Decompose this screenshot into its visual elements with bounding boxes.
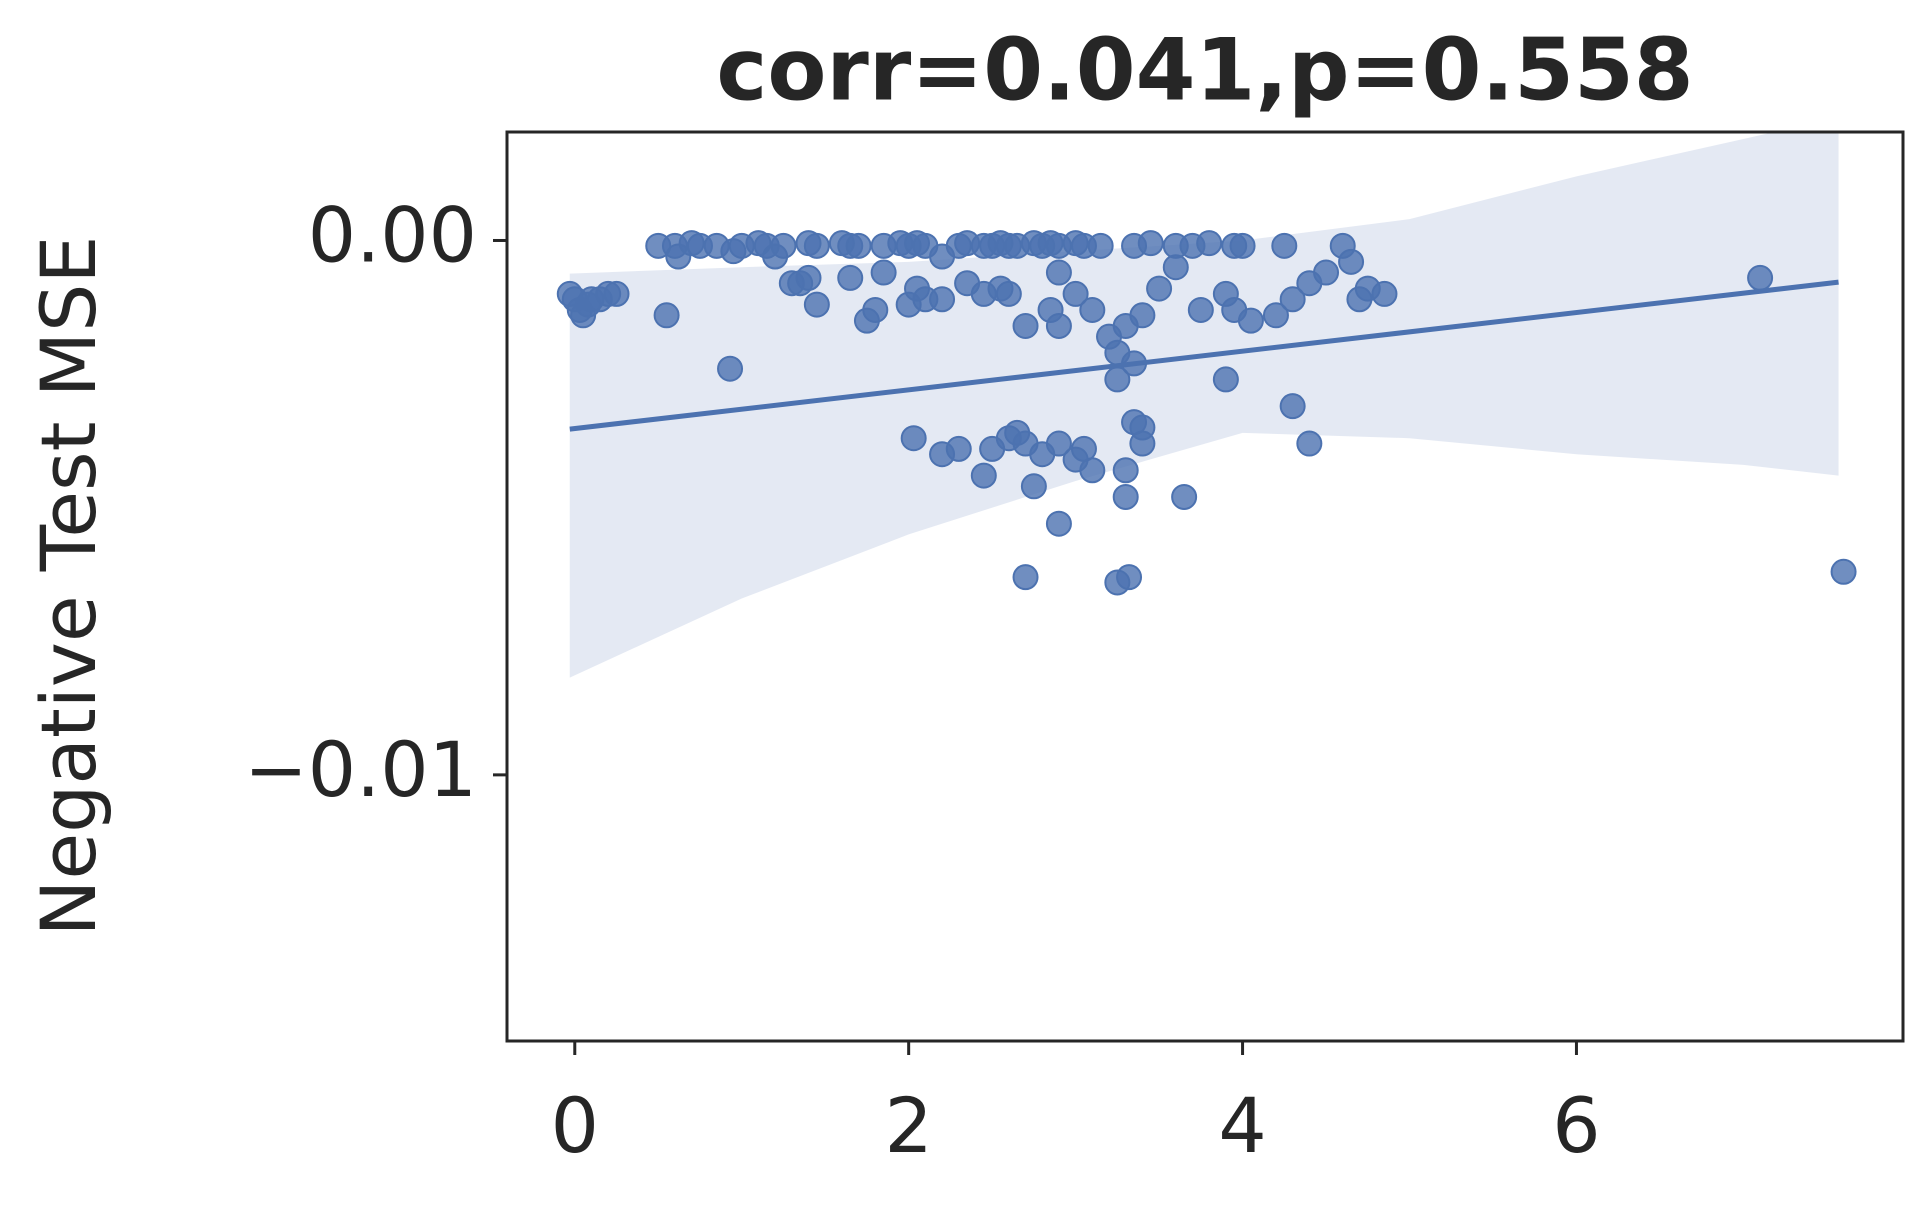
point [1062, 280, 1089, 307]
point [1079, 457, 1106, 484]
point [1129, 430, 1156, 457]
point [1747, 264, 1774, 291]
point [870, 259, 897, 286]
point [1045, 430, 1072, 457]
point [1045, 259, 1072, 286]
point [1196, 230, 1223, 257]
point [845, 232, 872, 259]
point [1146, 275, 1173, 302]
point [1020, 473, 1047, 500]
y-tick-label: 0.00 [308, 190, 477, 279]
point [1116, 564, 1143, 591]
point [762, 243, 789, 270]
point [1371, 280, 1398, 307]
point [1229, 232, 1256, 259]
point [929, 243, 956, 270]
point [1171, 483, 1198, 510]
point [1012, 564, 1039, 591]
point [717, 355, 744, 382]
x-tick-label: 4 [1218, 1081, 1266, 1170]
confidence-band [569, 132, 1839, 678]
point [1129, 302, 1156, 329]
point [1045, 510, 1072, 537]
point [1262, 302, 1289, 329]
point [1104, 366, 1131, 393]
point [929, 286, 956, 313]
point [862, 296, 889, 323]
plot-area [556, 132, 1857, 678]
plot-frame [505, 130, 1905, 1043]
y-axis-label: Negative Test MSE [24, 236, 113, 937]
point [945, 435, 972, 462]
point [1279, 393, 1306, 420]
x-tick-label: 6 [1552, 1081, 1600, 1170]
point [1079, 296, 1106, 323]
point [1279, 286, 1306, 313]
point [1313, 259, 1340, 286]
point [1087, 232, 1114, 259]
point [1212, 366, 1239, 393]
point [837, 264, 864, 291]
x-tick-label: 0 [551, 1081, 599, 1170]
point [1237, 307, 1264, 334]
point [1162, 254, 1189, 281]
point [970, 462, 997, 489]
point [1112, 483, 1139, 510]
point [1338, 248, 1365, 275]
x-tick-label: 2 [884, 1081, 932, 1170]
point [653, 302, 680, 329]
point [795, 264, 822, 291]
point [1187, 296, 1214, 323]
point [665, 243, 692, 270]
point [1112, 457, 1139, 484]
point [900, 425, 927, 452]
point [1830, 558, 1857, 585]
point [1271, 232, 1298, 259]
chart-title: corr=0.041,p=0.558 [716, 20, 1693, 120]
point [1045, 312, 1072, 339]
point [995, 280, 1022, 307]
point [1296, 430, 1323, 457]
point [1012, 312, 1039, 339]
y-tick-label: −0.01 [244, 725, 477, 814]
point [803, 232, 830, 259]
point [1137, 230, 1164, 257]
regression-line [569, 279, 1839, 432]
point [603, 280, 630, 307]
point [803, 291, 830, 318]
